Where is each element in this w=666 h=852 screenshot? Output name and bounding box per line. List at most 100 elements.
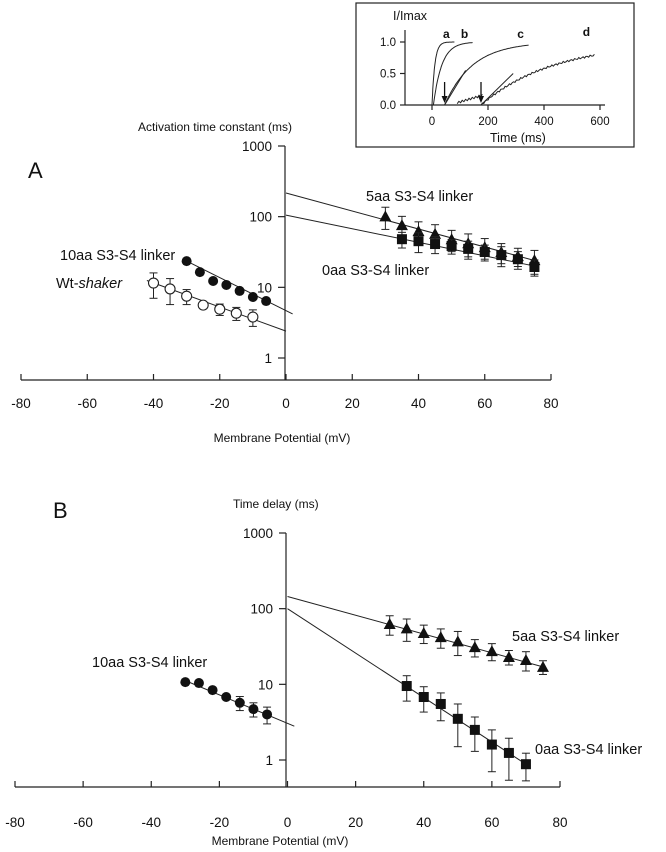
inset-x-tick-label: 600 [590, 116, 609, 128]
panel-a-fit-5aa-s3-s4-linker [285, 192, 535, 261]
panel-b: B Time delay (ms) Membrane Potential (mV… [5, 497, 642, 848]
panel-a-label-10aa: 10aa S3-S4 linker [60, 248, 175, 264]
wt-italic: shaker [79, 276, 124, 292]
inset-y-tick-label: 0.5 [380, 69, 396, 81]
panel-a-point-10aa-s3-s4-linker [234, 285, 245, 296]
panel-a-x-tick-label: 80 [543, 396, 558, 411]
inset-x-tick-label: 400 [534, 116, 553, 128]
panel-b-point-0aa-s3-s4-linker [469, 724, 480, 735]
inset-curve-a [431, 41, 455, 106]
panel-b-point-10aa-s3-s4-linker [248, 704, 259, 715]
inset-axes: 0.0 0.5 1.0 0 200 400 600 [380, 30, 610, 128]
panel-b-y-tick-label: 10 [258, 677, 273, 692]
panel-a-x-tick-label: 40 [411, 396, 426, 411]
wt-prefix: Wt- [56, 276, 79, 292]
panel-a-point-wt-shaker [181, 290, 193, 302]
panel-a-x-tick-label: -80 [11, 396, 31, 411]
panel-a-point-5aa-s3-s4-linker [395, 219, 408, 231]
panel-a-x-tick-label: -40 [144, 396, 164, 411]
panel-b-x-tick-label: 60 [484, 815, 499, 830]
panel-b-point-10aa-s3-s4-linker [193, 678, 204, 689]
panel-a-x-axis-title: Membrane Potential (mV) [214, 431, 351, 445]
panel-a-data-points [147, 206, 541, 327]
panel-b-x-tick-label: 80 [552, 815, 567, 830]
panel-b-x-tick-label: -60 [73, 815, 93, 830]
panel-b-point-5aa-s3-s4-linker [485, 645, 498, 657]
panel-a-point-wt-shaker [247, 311, 259, 323]
panel-a-label: A [28, 158, 43, 183]
panel-a-label-wt-shaker: Wt-shaker [56, 276, 123, 292]
panel-b-x-axis-title: Membrane Potential (mV) [212, 834, 349, 848]
panel-b-y-tick-label: 100 [250, 602, 273, 617]
inset-curve-label-d: d [583, 25, 590, 39]
inset-y-axis-title: I/Imax [393, 9, 428, 23]
inset-y-tick-label: 0.0 [380, 100, 396, 112]
panel-b-label-10aa: 10aa S3-S4 linker [92, 655, 207, 671]
panel-b-x-tick-label: -20 [210, 815, 230, 830]
panel-a-x-tick-label: -60 [77, 396, 97, 411]
panel-a-point-10aa-s3-s4-linker [221, 279, 232, 290]
panel-b-point-5aa-s3-s4-linker [468, 641, 481, 653]
panel-a-point-10aa-s3-s4-linker [247, 291, 258, 302]
panel-b-point-5aa-s3-s4-linker [383, 618, 396, 630]
panel-a-point-0aa-s3-s4-linker [413, 236, 424, 247]
panel-a-point-wt-shaker [164, 283, 176, 295]
panel-a-point-0aa-s3-s4-linker [446, 240, 457, 251]
panel-a-y-tick-label: 10 [257, 280, 272, 295]
panel-a-point-0aa-s3-s4-linker [496, 250, 507, 261]
inset-x-axis-title: Time (ms) [490, 131, 546, 145]
panel-b-fit-5aa-s3-s4-linker [287, 595, 544, 668]
inset-curve-d [480, 53, 595, 106]
panel-b-x-tick-label: 40 [416, 815, 431, 830]
panel-b-point-0aa-s3-s4-linker [435, 698, 446, 709]
inset-x-tick-label: 0 [429, 116, 435, 128]
panel-a-y-tick-label: 100 [249, 210, 272, 225]
panel-a-x-tick-label: 20 [345, 396, 360, 411]
panel-a-x-tick-label: 60 [477, 396, 492, 411]
panel-b-point-5aa-s3-s4-linker [536, 660, 549, 672]
panel-b-point-0aa-s3-s4-linker [520, 759, 531, 770]
panel-b-y-axis-title: Time delay (ms) [233, 497, 319, 511]
panel-a-label-0aa: 0aa S3-S4 linker [322, 263, 429, 279]
inset-curve-label-b: b [461, 27, 468, 41]
panel-a: A Activation time constant (ms) Membrane… [11, 120, 558, 445]
panel-b-y-tick-label: 1000 [243, 526, 273, 541]
panel-b-point-5aa-s3-s4-linker [400, 622, 413, 634]
panel-b-x-tick-label: -80 [5, 815, 25, 830]
panel-b-label: B [53, 498, 68, 523]
panel-b-data-points [180, 615, 549, 782]
panel-a-point-wt-shaker [147, 277, 160, 289]
panel-b-point-10aa-s3-s4-linker [221, 692, 232, 703]
panel-b-label-0aa: 0aa S3-S4 linker [535, 742, 642, 758]
inset-frame [355, 2, 635, 148]
panel-a-label-5aa: 5aa S3-S4 linker [366, 189, 473, 205]
panel-a-y-tick-label: 1 [264, 351, 272, 366]
panel-b-point-10aa-s3-s4-linker [262, 709, 273, 720]
panel-a-point-5aa-s3-s4-linker [379, 210, 392, 222]
panel-b-label-5aa: 5aa S3-S4 linker [512, 629, 619, 645]
inset-fit-line-c [444, 70, 467, 106]
panel-a-point-10aa-s3-s4-linker [194, 267, 205, 278]
panel-a-point-wt-shaker [230, 307, 242, 319]
panel-a-point-0aa-s3-s4-linker [529, 261, 540, 272]
panel-b-point-0aa-s3-s4-linker [452, 713, 463, 724]
panel-b-point-10aa-s3-s4-linker [234, 697, 245, 708]
panel-b-point-5aa-s3-s4-linker [451, 635, 464, 647]
inset-curve-b [432, 42, 473, 106]
panel-a-point-0aa-s3-s4-linker [479, 247, 490, 258]
panel-a-axes: -80 -60 -40 -20 0 20 40 60 80 1 10 100 1000 [11, 139, 558, 411]
inset-arrow-head-icon [478, 96, 484, 103]
panel-a-point-5aa-s3-s4-linker [429, 227, 442, 239]
panel-a-point-10aa-s3-s4-linker [261, 296, 272, 307]
panel-a-point-0aa-s3-s4-linker [463, 243, 474, 254]
inset-y-tick-label: 1.0 [380, 37, 396, 49]
panel-a-point-0aa-s3-s4-linker [396, 234, 407, 245]
inset-fit-line-d [480, 73, 514, 106]
panel-a-x-tick-label: -20 [210, 396, 230, 411]
panel-b-point-0aa-s3-s4-linker [486, 739, 497, 750]
panel-a-y-axis-title: Activation time constant (ms) [138, 120, 292, 134]
inset-curve-d-baseline [456, 94, 483, 104]
panel-a-point-0aa-s3-s4-linker [512, 254, 523, 265]
